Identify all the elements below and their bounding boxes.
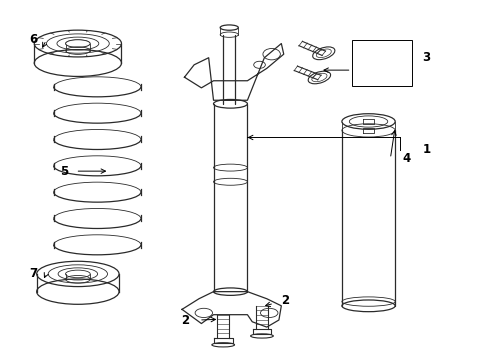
Text: 4: 4 (402, 152, 411, 165)
Text: 5: 5 (60, 165, 68, 177)
Bar (352, 40, 412, 86)
Ellipse shape (66, 40, 90, 47)
Text: 2: 2 (281, 294, 290, 307)
Text: 7: 7 (29, 267, 38, 280)
Text: 2: 2 (181, 314, 189, 327)
Text: 1: 1 (422, 143, 431, 156)
Text: 3: 3 (422, 51, 431, 64)
Text: 6: 6 (29, 33, 38, 46)
